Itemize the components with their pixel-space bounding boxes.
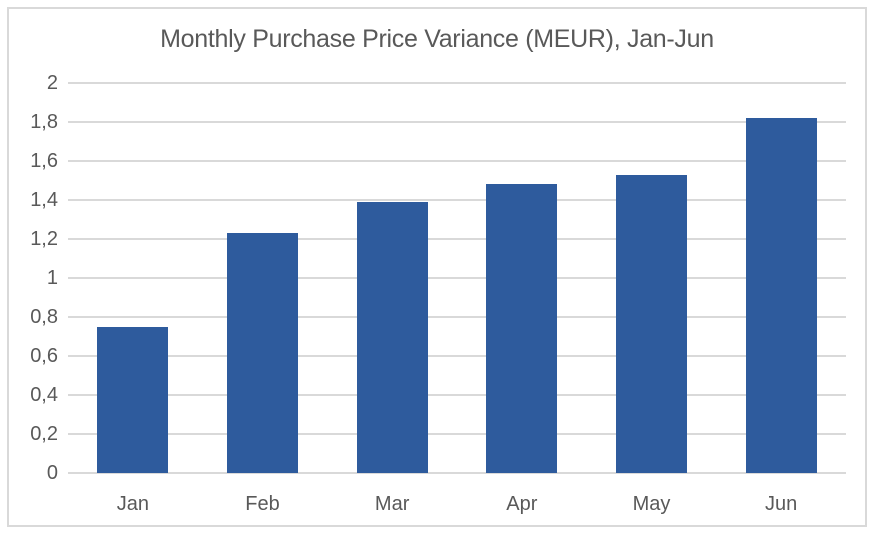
y-tick-label: 0,6 (30, 345, 58, 367)
bar-jun (745, 118, 817, 473)
x-axis-line (68, 472, 846, 474)
gridline (68, 160, 846, 162)
bar-may (616, 174, 687, 473)
y-tick-label: 0,4 (30, 384, 58, 406)
y-tick-label: 1 (46, 267, 58, 289)
x-axis-label-mar: Mar (374, 493, 410, 515)
gridline (68, 433, 846, 435)
chart-title: Monthly Purchase Price Variance (MEUR), … (160, 25, 714, 53)
chart-frame: Monthly Purchase Price Variance (MEUR), … (7, 7, 867, 527)
y-tick-label: 0 (46, 462, 58, 484)
gridline (68, 82, 846, 84)
x-axis-label-may: May (632, 493, 671, 515)
x-axis-label-feb: Feb (245, 493, 280, 515)
y-tick-label: 1,8 (30, 111, 58, 133)
gridline (68, 238, 846, 240)
x-axis-label-jun: Jun (765, 493, 798, 515)
gridline (68, 277, 846, 279)
y-tick-label: 1,2 (30, 228, 58, 250)
gridline (68, 394, 846, 396)
gridline (68, 316, 846, 318)
bar-mar (356, 201, 428, 473)
bar-jan (97, 326, 169, 473)
bar-feb (227, 233, 298, 473)
gridline (68, 355, 846, 357)
y-tick-label: 1,6 (30, 150, 58, 172)
y-tick-label: 0,2 (30, 423, 58, 445)
x-axis-label-apr: Apr (506, 493, 538, 515)
y-tick-label: 1,4 (30, 189, 58, 211)
gridline (68, 121, 846, 123)
y-tick-label: 0,8 (30, 306, 58, 328)
gridline (68, 199, 846, 201)
plot-area: 0 0,2 0,4 0,6 0,8 1 1,2 1,4 1,6 1,8 2 Jan Feb Mar Apr M… (9, 9, 865, 525)
bar-apr (486, 184, 558, 473)
y-tick-label: 2 (46, 72, 58, 94)
x-axis-label-jan: Jan (116, 493, 149, 515)
